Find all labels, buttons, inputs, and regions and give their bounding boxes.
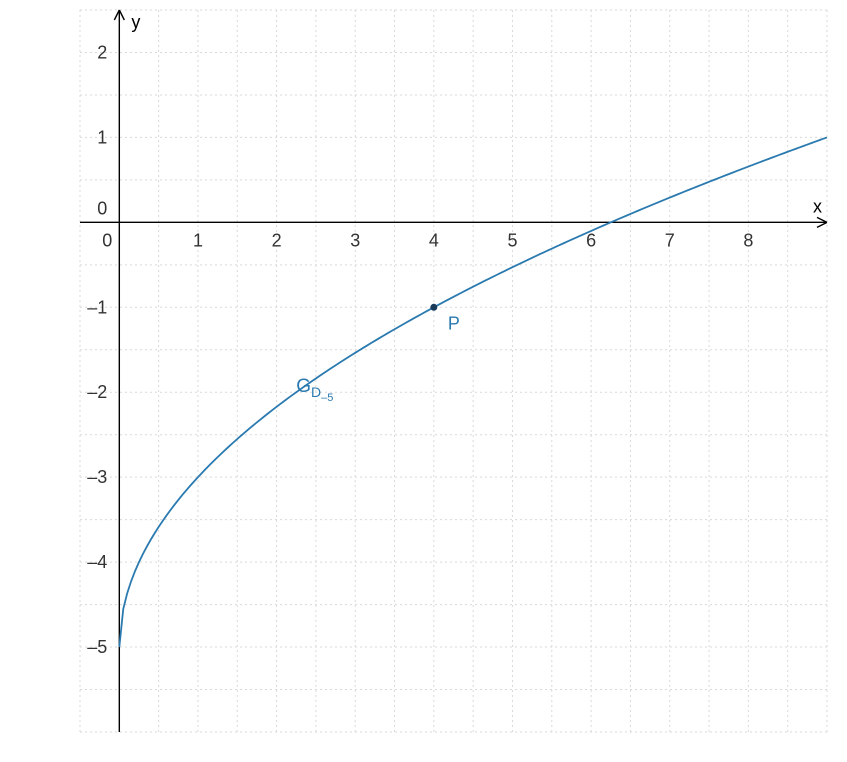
x-tick-label: 2 — [272, 230, 282, 250]
grid — [80, 10, 827, 732]
y-tick-label: –3 — [87, 467, 107, 487]
point-p-label: P — [448, 313, 460, 333]
x-tick-label: 1 — [193, 230, 203, 250]
y-tick-label: –2 — [87, 382, 107, 402]
y-axis-label: y — [131, 12, 140, 32]
y-tick-label: –5 — [87, 637, 107, 657]
x-tick-label: 5 — [507, 230, 517, 250]
x-tick-label: 7 — [665, 230, 675, 250]
y-tick-label: –1 — [87, 297, 107, 317]
x-tick-label: 4 — [429, 230, 439, 250]
y-tick-label: 1 — [97, 127, 107, 147]
y-tick-label: 2 — [97, 42, 107, 62]
axes: xy — [80, 10, 827, 732]
curve-label: GD–5 — [296, 376, 333, 404]
x-axis-label: x — [813, 196, 822, 216]
point-p — [430, 304, 437, 311]
x-tick-label: 0 — [102, 230, 112, 250]
function-graph: xy012345678–5–4–3–2–1012GD–5P — [0, 0, 847, 762]
y-tick-label: 0 — [97, 198, 107, 218]
y-tick-label: –4 — [87, 552, 107, 572]
x-tick-label: 8 — [743, 230, 753, 250]
x-tick-label: 3 — [350, 230, 360, 250]
